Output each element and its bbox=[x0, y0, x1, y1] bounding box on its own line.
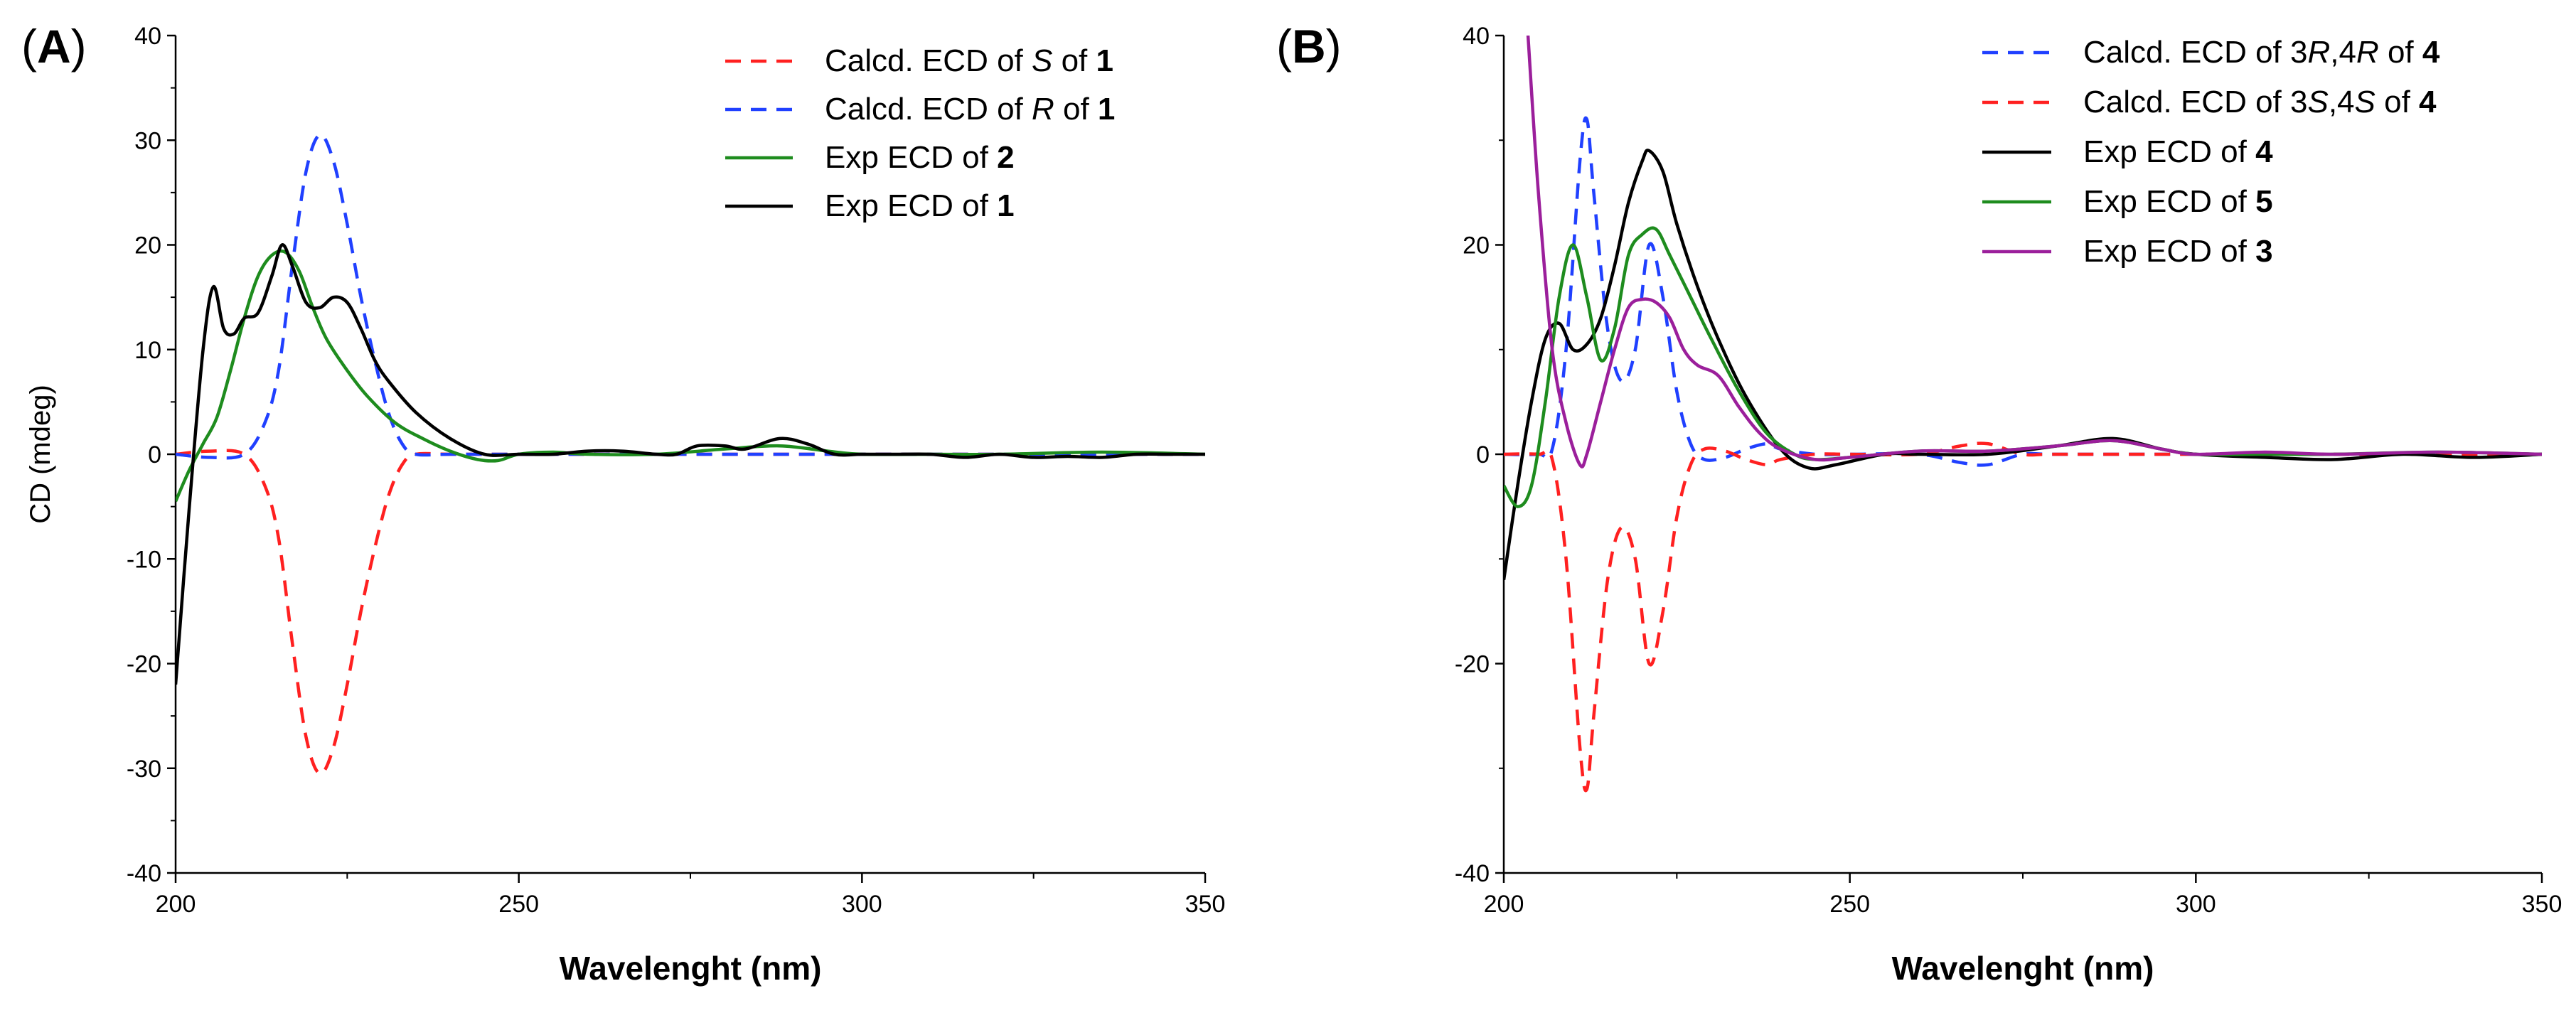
x-tick-label: 250 bbox=[1829, 891, 1870, 918]
x-tick-label: 350 bbox=[1185, 891, 1226, 918]
x-tick-label: 250 bbox=[498, 891, 539, 918]
legend-label-2: Exp ECD of 4 bbox=[2083, 134, 2273, 169]
legend-label-2: Exp ECD of 2 bbox=[825, 140, 1015, 175]
y-tick-label: 0 bbox=[1476, 441, 1490, 468]
y-tick-label: 10 bbox=[134, 337, 161, 364]
legend-label-0: Calcd. ECD of S of 1 bbox=[825, 43, 1113, 78]
legend-label-4: Exp ECD of 3 bbox=[2083, 234, 2273, 269]
x-tick-label: 300 bbox=[842, 891, 882, 918]
y-tick-label: 20 bbox=[134, 232, 161, 259]
series-line-1 bbox=[176, 133, 1205, 460]
chart-panel-A: (A) -40 -30 -20 -10 0 10 20 30 40 200 250 300 350 Wave… bbox=[21, 20, 1225, 987]
panel-label-A: (A) bbox=[21, 20, 87, 73]
x-axis-title: Wavelenght (nm) bbox=[560, 950, 822, 987]
chart-panel-B: (B) -40 -20 0 20 40 200 250 300 350 Wavelenght (nm… bbox=[1276, 20, 2562, 987]
legend-label-1: Calcd. ECD of R of 1 bbox=[825, 92, 1115, 127]
y-tick-label: -40 bbox=[127, 860, 161, 887]
y-tick-label: 0 bbox=[148, 441, 161, 468]
series-line-0 bbox=[176, 449, 1205, 776]
x-tick-label: 350 bbox=[2522, 891, 2562, 918]
series-line-4 bbox=[1526, 36, 2542, 468]
legend-label-0: Calcd. ECD of 3R,4R of 4 bbox=[2083, 35, 2440, 70]
x-tick-label: 300 bbox=[2176, 891, 2216, 918]
y-tick-label: 20 bbox=[1463, 232, 1490, 259]
x-tick-label: 200 bbox=[156, 891, 196, 918]
legend-label-1: Calcd. ECD of 3S,4S of 4 bbox=[2083, 85, 2437, 119]
series-line-1 bbox=[1504, 441, 2542, 793]
plot-area bbox=[1504, 36, 2542, 793]
legend: Calcd. ECD of S of 1 Calcd. ECD of R of 1… bbox=[725, 43, 1115, 223]
y-axis-title: CD (mdeg) bbox=[25, 385, 56, 524]
legend-label-3: Exp ECD of 1 bbox=[825, 188, 1015, 223]
series-line-0 bbox=[1504, 116, 2542, 467]
y-tick-label: 40 bbox=[134, 23, 161, 50]
y-tick-label: -20 bbox=[127, 651, 161, 678]
y-tick-label: 30 bbox=[134, 127, 161, 154]
y-tick-label: -40 bbox=[1455, 860, 1490, 887]
series-line-3 bbox=[176, 243, 1205, 685]
y-tick-label: -20 bbox=[1455, 651, 1490, 678]
y-tick-label: -10 bbox=[127, 546, 161, 573]
x-axis-title: Wavelenght (nm) bbox=[1892, 950, 2154, 987]
y-tick-label: -30 bbox=[127, 756, 161, 783]
y-tick-label: 40 bbox=[1463, 23, 1490, 50]
panel-label-B: (B) bbox=[1276, 20, 1342, 73]
series-line-2 bbox=[176, 249, 1205, 503]
x-tick-label: 200 bbox=[1484, 891, 1524, 918]
legend-label-3: Exp ECD of 5 bbox=[2083, 184, 2273, 219]
series-line-2 bbox=[1504, 149, 2542, 581]
legend: Calcd. ECD of 3R,4R of 4 Calcd. ECD of 3S… bbox=[1982, 35, 2440, 269]
plot-area bbox=[176, 133, 1205, 776]
